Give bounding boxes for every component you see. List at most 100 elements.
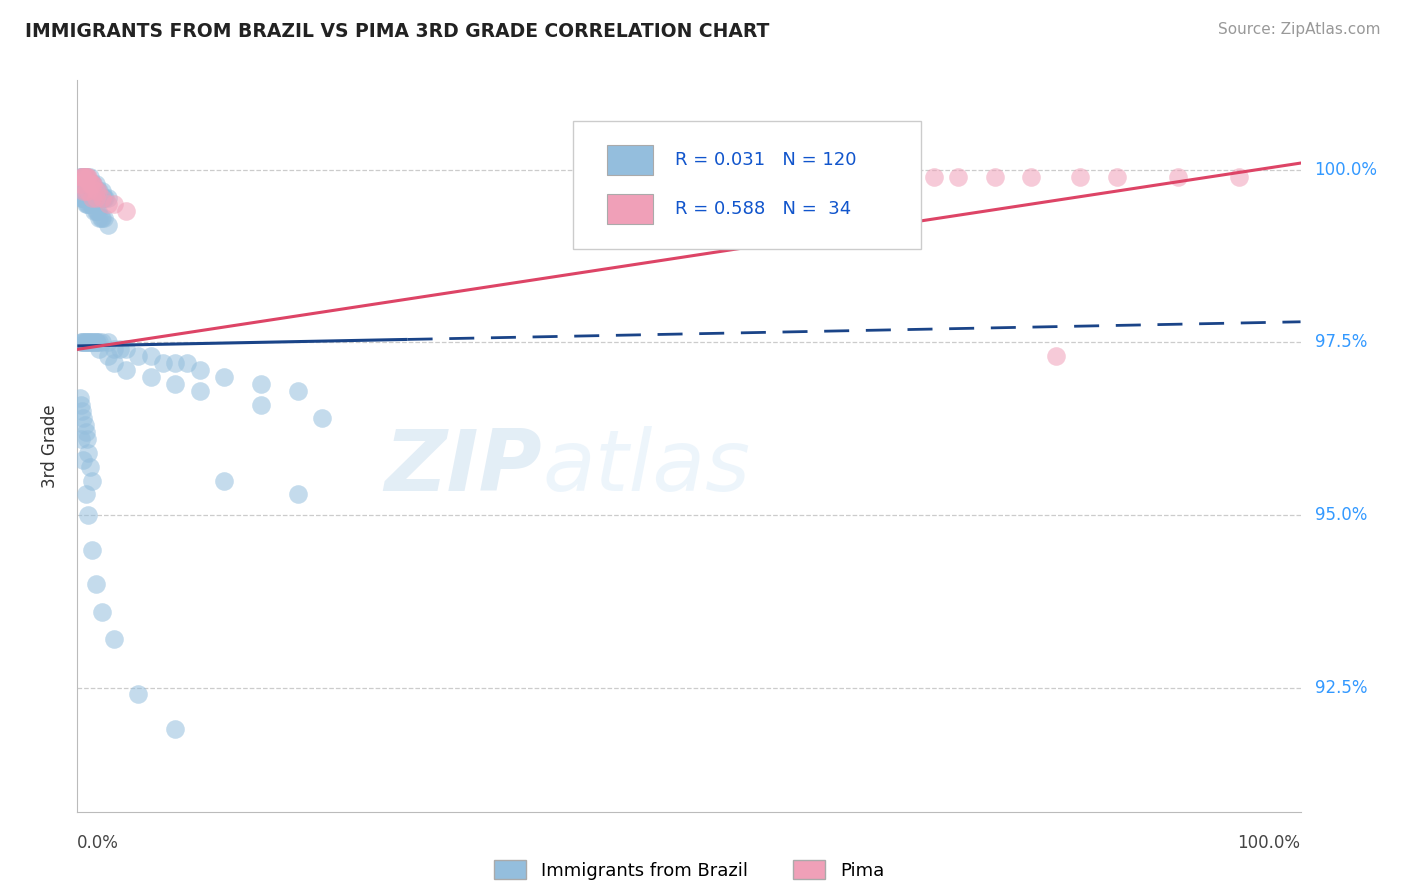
Point [73, 418, 96, 433]
Point [90, 191, 112, 205]
Point [75, 335, 97, 350]
Point [76, 335, 98, 350]
Point [76, 184, 98, 198]
Text: Source: ZipAtlas.com: Source: ZipAtlas.com [1218, 22, 1381, 37]
Point [75, 184, 97, 198]
Point [84, 577, 107, 591]
Point [72, 169, 94, 184]
Point [1045, 349, 1067, 363]
Point [82, 184, 104, 198]
Point [79, 177, 101, 191]
Point [80, 184, 103, 198]
Point [87, 204, 110, 219]
Point [84, 184, 107, 198]
Point [76, 177, 98, 191]
Point [287, 487, 309, 501]
Point [165, 356, 187, 370]
Point [70, 398, 93, 412]
Point [103, 632, 125, 647]
Point [70, 335, 93, 350]
Point [152, 356, 174, 370]
Point [70, 432, 93, 446]
Point [188, 363, 211, 377]
Point [73, 169, 96, 184]
Legend: Immigrants from Brazil, Pima: Immigrants from Brazil, Pima [486, 853, 891, 887]
Point [115, 363, 138, 377]
Point [70, 191, 93, 205]
Point [165, 722, 187, 736]
Point [69, 169, 91, 184]
Point [87, 184, 110, 198]
Point [80, 542, 103, 557]
Point [90, 211, 112, 226]
Point [86, 184, 108, 198]
Point [70, 169, 93, 184]
Point [90, 211, 112, 226]
Point [90, 605, 112, 619]
Point [70, 335, 93, 350]
Point [127, 687, 149, 701]
Point [80, 177, 103, 191]
Point [72, 184, 94, 198]
Point [79, 169, 101, 184]
Point [139, 349, 162, 363]
Point [72, 184, 94, 198]
Point [90, 191, 112, 205]
Point [73, 177, 96, 191]
Point [97, 335, 120, 350]
Point [84, 335, 107, 350]
Text: R = 0.588   N =  34: R = 0.588 N = 34 [675, 200, 852, 218]
Point [83, 184, 105, 198]
Text: IMMIGRANTS FROM BRAZIL VS PIMA 3RD GRADE CORRELATION CHART: IMMIGRANTS FROM BRAZIL VS PIMA 3RD GRADE… [25, 22, 769, 41]
Point [77, 177, 100, 191]
Point [82, 335, 104, 350]
Point [1021, 169, 1043, 184]
Text: ZIP: ZIP [384, 426, 543, 509]
Point [250, 398, 273, 412]
Point [80, 474, 103, 488]
Point [75, 425, 97, 440]
Point [984, 169, 1007, 184]
Point [1107, 169, 1129, 184]
Text: 0.0%: 0.0% [77, 834, 120, 852]
Point [75, 184, 97, 198]
Point [70, 169, 93, 184]
Text: 100.0%: 100.0% [1237, 834, 1301, 852]
Point [70, 177, 93, 191]
Point [80, 191, 103, 205]
Text: 97.5%: 97.5% [1315, 334, 1367, 351]
Point [70, 169, 93, 184]
Point [80, 335, 103, 350]
Point [93, 211, 115, 226]
Point [79, 177, 101, 191]
Point [79, 459, 101, 474]
Point [86, 204, 108, 219]
Point [77, 197, 100, 211]
Point [77, 169, 100, 184]
Point [84, 204, 107, 219]
Point [84, 191, 107, 205]
Point [77, 184, 100, 198]
Text: 100.0%: 100.0% [1315, 161, 1378, 179]
Point [103, 197, 125, 211]
Point [73, 191, 96, 205]
Point [87, 184, 110, 198]
Point [70, 191, 93, 205]
Text: R = 0.031   N = 120: R = 0.031 N = 120 [675, 151, 858, 169]
Point [103, 343, 125, 357]
Point [103, 356, 125, 370]
Point [1069, 169, 1091, 184]
Point [89, 184, 111, 198]
Point [176, 356, 198, 370]
Point [115, 343, 138, 357]
Point [80, 177, 103, 191]
Point [86, 335, 108, 350]
Point [82, 177, 104, 191]
Point [115, 204, 138, 219]
Point [80, 177, 103, 191]
Point [946, 169, 969, 184]
FancyBboxPatch shape [607, 194, 654, 225]
Text: 92.5%: 92.5% [1315, 679, 1367, 697]
Point [127, 349, 149, 363]
Point [70, 169, 93, 184]
